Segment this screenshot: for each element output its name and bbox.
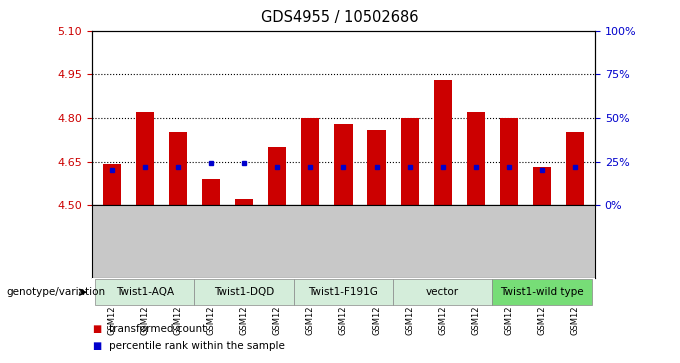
Text: vector: vector bbox=[426, 287, 459, 297]
Bar bbox=[367, 130, 386, 205]
FancyBboxPatch shape bbox=[393, 279, 492, 305]
Text: Twist1-F191G: Twist1-F191G bbox=[309, 287, 378, 297]
FancyBboxPatch shape bbox=[194, 279, 294, 305]
Text: percentile rank within the sample: percentile rank within the sample bbox=[109, 340, 285, 351]
Bar bbox=[401, 118, 419, 205]
Text: transformed count: transformed count bbox=[109, 323, 206, 334]
Bar bbox=[202, 179, 220, 205]
Bar bbox=[434, 80, 452, 205]
Text: Twist1-AQA: Twist1-AQA bbox=[116, 287, 174, 297]
Text: GDS4955 / 10502686: GDS4955 / 10502686 bbox=[261, 10, 419, 25]
Text: Twist1-wild type: Twist1-wild type bbox=[500, 287, 584, 297]
Bar bbox=[136, 112, 154, 205]
Bar bbox=[335, 124, 352, 205]
FancyBboxPatch shape bbox=[294, 279, 393, 305]
Bar bbox=[566, 132, 584, 205]
Text: ■: ■ bbox=[92, 340, 101, 351]
Bar bbox=[103, 164, 121, 205]
FancyBboxPatch shape bbox=[492, 279, 592, 305]
Text: ■: ■ bbox=[92, 323, 101, 334]
Bar bbox=[466, 112, 485, 205]
Bar bbox=[169, 132, 187, 205]
FancyBboxPatch shape bbox=[95, 279, 194, 305]
Bar bbox=[533, 167, 551, 205]
Bar bbox=[500, 118, 518, 205]
Text: genotype/variation: genotype/variation bbox=[7, 287, 106, 297]
Text: Twist1-DQD: Twist1-DQD bbox=[214, 287, 274, 297]
Bar bbox=[301, 118, 320, 205]
Bar bbox=[268, 147, 286, 205]
Bar bbox=[235, 199, 253, 205]
